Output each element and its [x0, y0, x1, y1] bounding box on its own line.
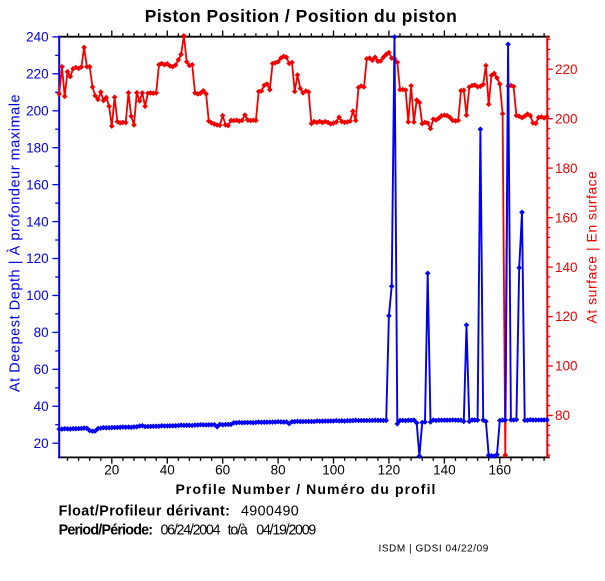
- svg-text:80: 80: [271, 463, 286, 478]
- svg-text:220: 220: [26, 67, 49, 82]
- svg-text:180: 180: [555, 161, 578, 176]
- svg-text:100: 100: [555, 359, 578, 374]
- svg-text:140: 140: [433, 463, 456, 478]
- svg-text:200: 200: [555, 111, 578, 126]
- svg-text:240: 240: [26, 30, 49, 45]
- svg-text:40: 40: [160, 463, 175, 478]
- svg-text:120: 120: [26, 251, 49, 266]
- svg-text:160: 160: [555, 210, 578, 225]
- svg-text:200: 200: [26, 104, 49, 119]
- svg-text:Piston Position / Position du: Piston Position / Position du piston: [145, 6, 458, 26]
- svg-text:100: 100: [322, 463, 345, 478]
- svg-text:20: 20: [104, 463, 119, 478]
- svg-text:160: 160: [489, 463, 512, 478]
- svg-text:140: 140: [555, 260, 578, 275]
- svg-text:Profile Number / Numéro du pro: Profile Number / Numéro du profil: [175, 481, 436, 497]
- svg-text:Float/Profileur dérivant:49004: Float/Profileur dérivant: 4900490: [59, 504, 300, 520]
- svg-text:80: 80: [555, 408, 570, 423]
- svg-text:120: 120: [378, 463, 401, 478]
- svg-text:160: 160: [26, 177, 49, 192]
- svg-text:At surface | En surface: At surface | En surface: [584, 171, 600, 324]
- svg-text:220: 220: [555, 62, 578, 77]
- svg-text:120: 120: [555, 309, 578, 324]
- svg-text:100: 100: [26, 288, 49, 303]
- svg-text:80: 80: [34, 325, 49, 340]
- svg-text:ISDM | GDSI 04/22/09: ISDM | GDSI 04/22/09: [379, 544, 489, 555]
- svg-text:180: 180: [26, 140, 49, 155]
- svg-text:40: 40: [34, 399, 49, 414]
- svg-text:At Deepest Depth | À profondeu: At Deepest Depth | À profondeur maximale: [7, 94, 24, 392]
- svg-text:60: 60: [215, 463, 230, 478]
- svg-text:140: 140: [26, 214, 49, 229]
- svg-text:20: 20: [34, 436, 49, 451]
- svg-text:60: 60: [34, 362, 49, 377]
